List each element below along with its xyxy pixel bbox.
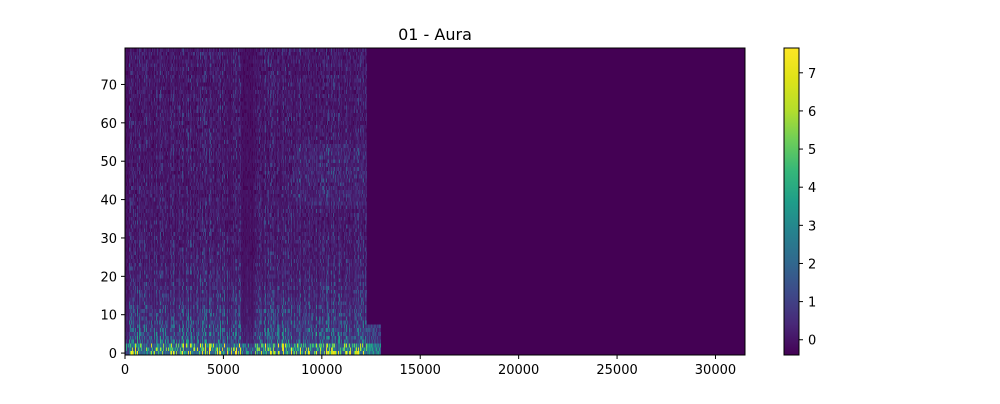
y-tick-label: 20	[100, 270, 117, 285]
y-tick-label: 30	[100, 232, 117, 247]
spectrogram-image	[125, 48, 383, 355]
colorbar-tick-label: 0	[808, 334, 816, 349]
y-tick-label: 70	[100, 78, 117, 93]
x-tick-label: 5000	[207, 363, 240, 378]
x-tick-label: 10000	[301, 363, 342, 378]
y-axis: 0 10 20 30 40 50 60 70	[100, 78, 125, 362]
colorbar: 0 1 2 3 4 5 6 7	[783, 47, 816, 356]
colorbar-tick-label: 1	[808, 296, 816, 311]
colorbar-frame	[783, 47, 800, 356]
y-tick-label: 0	[109, 347, 117, 362]
plot-area	[124, 47, 746, 356]
colorbar-tick-label: 5	[808, 143, 816, 158]
chart-title: 01 - Aura	[398, 25, 472, 44]
x-tick-label: 0	[121, 363, 129, 378]
x-tick-label: 15000	[400, 363, 441, 378]
y-tick-label: 50	[100, 155, 117, 170]
x-tick-label: 20000	[498, 363, 539, 378]
x-axis: 0 5000 10000 15000 20000 25000 30000	[121, 355, 736, 378]
colorbar-tick-label: 7	[808, 67, 816, 82]
y-tick-label: 40	[100, 194, 117, 209]
x-tick-label: 25000	[596, 363, 637, 378]
colorbar-tick-label: 6	[808, 105, 816, 120]
x-tick-label: 30000	[695, 363, 736, 378]
colorbar-tick-label: 2	[808, 257, 816, 272]
colorbar-tick-label: 4	[808, 181, 816, 196]
colorbar-gradient	[784, 48, 799, 355]
plot-frame	[124, 47, 746, 356]
colorbar-tick-label: 3	[808, 219, 816, 234]
y-tick-label: 60	[100, 117, 117, 132]
y-tick-label: 10	[100, 309, 117, 324]
